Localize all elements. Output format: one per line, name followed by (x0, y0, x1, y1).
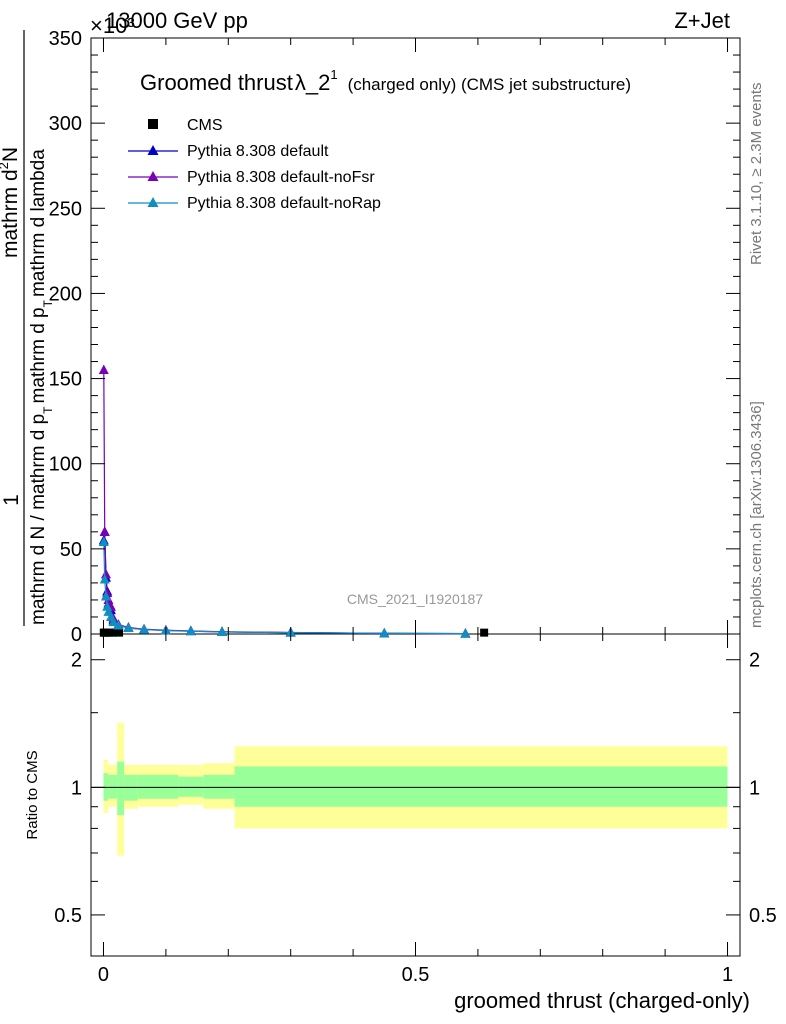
ratio-stat-band-7 (234, 766, 728, 807)
series-point-3-0 (98, 536, 109, 547)
y-label-den-part1: mathrm d N / mathrm d p (28, 414, 49, 625)
plot-title: Groomed thrustλ_21 (charged only) (CMS je… (140, 67, 631, 95)
ratio-ytick-label-right-0: 0.5 (749, 905, 777, 927)
legend-label-default: Pythia 8.308 default (187, 143, 329, 160)
series-point-3-8 (123, 622, 134, 633)
ratio-ytick-label-right-2: 2 (749, 650, 760, 672)
y-label-num-sup: 2 (0, 162, 11, 169)
y-label-denominator: mathrm d N / mathrm d pTmathrm d pTmathr… (28, 149, 55, 625)
series-point-3-2 (100, 591, 111, 601)
series-point-3-14 (379, 627, 390, 638)
ratio-y-label: Ratio to CMS (24, 750, 41, 839)
main-ytick-label-6: 300 (49, 113, 82, 135)
series-point-3-1 (99, 574, 110, 584)
exponent-label: ×10³ (90, 13, 135, 38)
main-ytick-label-2: 100 (49, 454, 82, 476)
series-point-3-12 (217, 626, 228, 636)
series-point-3-11 (185, 625, 196, 636)
ratio-stat-band-5 (178, 776, 204, 797)
main-series (98, 364, 489, 638)
legend-label-nofsr: Pythia 8.308 default-noFsr (187, 169, 375, 186)
main-y-label: 1 mathrm d2N mathrm d N / mathrm d pTmat… (0, 30, 55, 626)
cms-point-5 (115, 628, 124, 637)
y-label-num-part: mathrm d (0, 169, 22, 258)
ratio-stat-band-1 (108, 774, 118, 799)
legend: CMS Pythia 8.308 default Pythia 8.308 de… (128, 117, 381, 212)
y-label-numerator: mathrm d2N (0, 147, 22, 258)
series-point-3-3 (102, 601, 113, 611)
series-point-3-15 (460, 628, 471, 638)
series-point-3-6 (108, 616, 119, 627)
ratio-stat-band-4 (137, 774, 179, 799)
y-label-num-end: N (0, 147, 22, 162)
ratio-ytick-label-left-2: 2 (71, 650, 82, 672)
legend-label-norap: Pythia 8.308 default-noRap (187, 195, 381, 212)
ratio-ytick-label-left-0: 0.5 (54, 905, 82, 927)
series-line-1 (103, 531, 466, 635)
ratio-ytick-label-left-1: 1 (71, 777, 82, 799)
title-rest: (charged only) (CMS jet substructure) (348, 75, 631, 94)
series-point-3-7 (113, 619, 124, 630)
legend-label-cms: CMS (187, 117, 223, 134)
legend-marker-nofsr (147, 171, 159, 181)
title-main: Groomed thrust (140, 70, 293, 95)
axes: 0 50 100 150 200 250 300 350 0 0.5 1 0.5 0.5 1 1 2 2 (49, 28, 777, 986)
series-point-2-2 (100, 568, 111, 579)
mcplots-label: mcplots.cern.ch [arXiv:1306.3436] (748, 401, 765, 628)
x-tick-label-0: 0 (98, 964, 109, 986)
x-tick-label-1: 0.5 (402, 964, 430, 986)
series-point-3-9 (139, 624, 150, 634)
main-ytick-label-4: 200 (49, 283, 82, 305)
ratio-bands (103, 722, 728, 856)
y-label-den-sub2: T (41, 299, 55, 307)
series-point-2-1 (99, 526, 110, 536)
energy-label: 13000 GeV pp (106, 8, 248, 33)
title-sup: 1 (330, 67, 337, 82)
title-symbol: λ_2 (295, 70, 330, 95)
series-point-2-0 (98, 364, 109, 375)
main-ytick-label-3: 150 (49, 369, 82, 391)
x-axis-label: groomed thrust (charged-only) (454, 988, 750, 1013)
legend-marker-cms (148, 119, 158, 129)
ratio-ytick-label-right-1: 1 (749, 777, 760, 799)
y-label-den-part2: mathrm d p (28, 307, 49, 403)
main-ytick-label-5: 250 (49, 198, 82, 220)
rivet-label: Rivet 3.1.10, ≥ 2.3M events (748, 83, 765, 266)
ratio-stat-band-2 (117, 761, 125, 816)
process-label: Z+Jet (674, 8, 730, 33)
y-label-den-sub1: T (41, 406, 55, 414)
x-tick-label-2: 1 (722, 964, 733, 986)
legend-marker-default (147, 145, 159, 155)
y-label-den-part3: mathrm d lambda (28, 149, 49, 297)
main-ytick-label-0: 0 (71, 624, 82, 646)
main-ytick-label-7: 350 (49, 28, 82, 50)
y-label-fraction-top: 1 (0, 494, 23, 506)
series-line-3 (103, 542, 466, 635)
legend-marker-norap (147, 197, 159, 207)
cms-point-4 (108, 628, 117, 637)
main-ytick-label-1: 50 (60, 539, 82, 561)
cms-point-6 (480, 628, 489, 637)
ratio-stat-band-6 (203, 774, 235, 799)
analysis-watermark: CMS_2021_I1920187 (347, 591, 483, 607)
